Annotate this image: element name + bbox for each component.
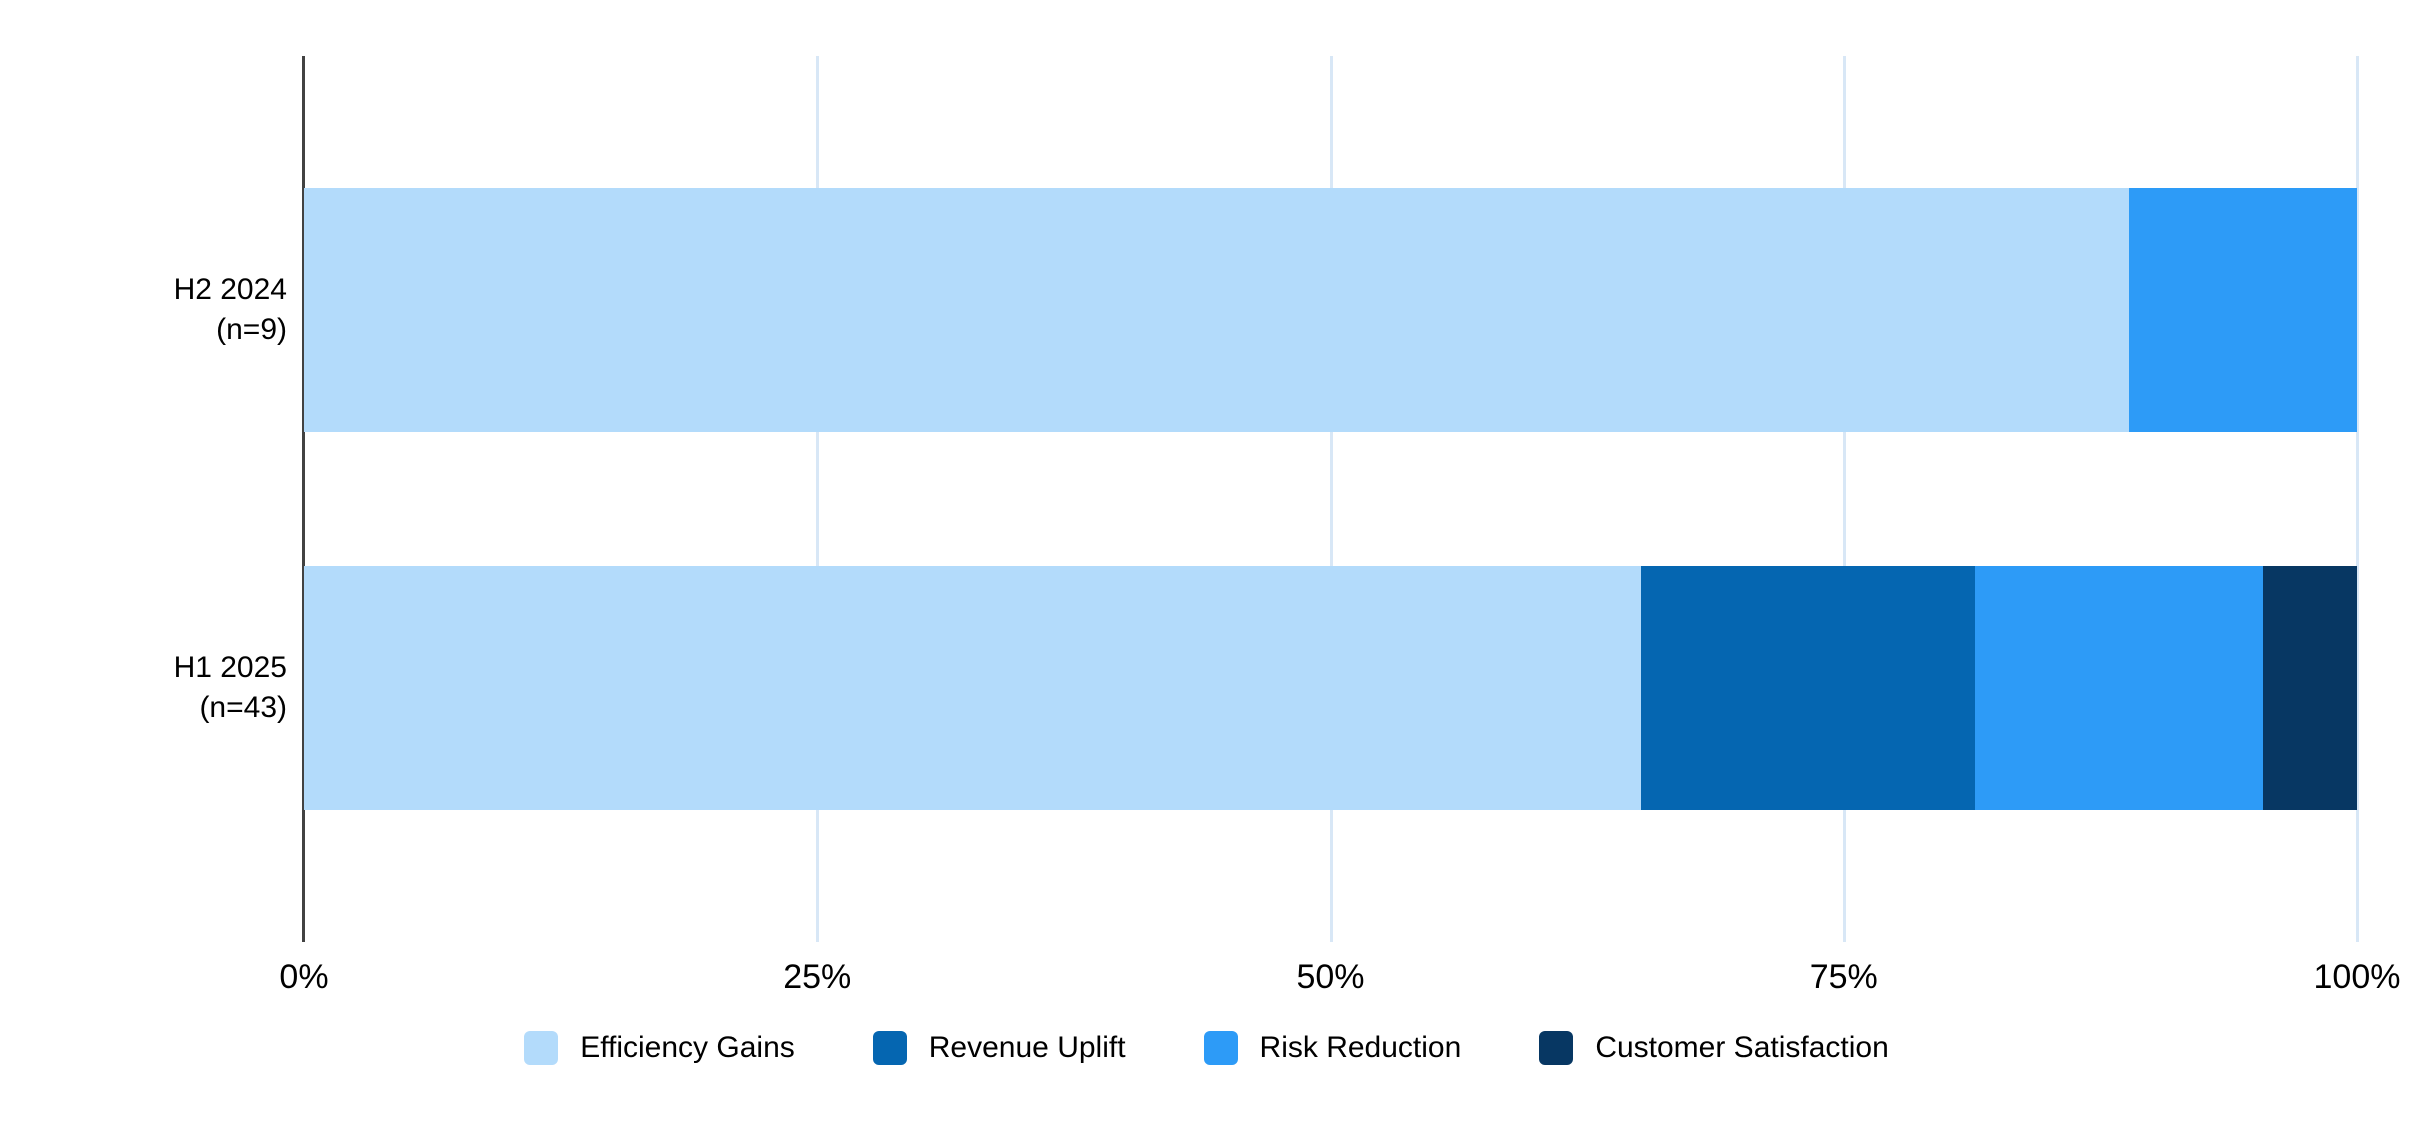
legend-swatch-icon [524,1031,559,1065]
gridline-75% [1842,56,1846,942]
bar-row-h1-2025 [304,566,2357,810]
gridline-50% [1329,56,1333,942]
legend-label: Risk Reduction [1259,1031,1462,1064]
x-tick-label-25%: 25% [783,958,852,996]
x-tick-label-75%: 75% [1809,958,1878,996]
x-tick-label-100%: 100% [2313,958,2401,996]
legend-item-revenue-uplift: Revenue Uplift [872,1031,1126,1065]
legend-label: Customer Satisfaction [1595,1031,1889,1064]
bar-segment-customer-satisfaction [2262,566,2357,810]
x-tick-label-50%: 50% [1296,958,1365,996]
bar-segment-revenue-uplift [1640,566,1976,810]
legend-item-efficiency-gains: Efficiency Gains [524,1031,795,1065]
plot-area [302,56,2359,942]
category-label-h1-2025: H1 2025 (n=43) [173,651,287,724]
legend-label: Revenue Uplift [928,1031,1126,1064]
bar-segment-risk-reduction [2129,188,2357,432]
bar-segment-efficiency-gains [304,188,2130,432]
legend: Efficiency Gains Revenue Uplift Risk Reduc… [0,1031,2413,1065]
legend-item-risk-reduction: Risk Reduction [1203,1031,1462,1065]
gridline-100% [2356,56,2359,942]
legend-label: Efficiency Gains [580,1031,795,1064]
legend-swatch-icon [872,1031,907,1065]
bar-segment-efficiency-gains [304,566,1641,810]
legend-item-customer-satisfaction: Customer Satisfaction [1539,1031,1889,1065]
y-axis-line [302,56,305,942]
bar-row-h2-2024 [304,188,2357,432]
x-tick-label-0%: 0% [279,958,329,996]
legend-swatch-icon [1539,1031,1574,1065]
bar-segment-risk-reduction [1975,566,2263,810]
legend-swatch-icon [1203,1031,1238,1065]
gridline-25% [816,56,820,942]
category-label-h2-2024: H2 2024 (n=9) [173,273,287,346]
